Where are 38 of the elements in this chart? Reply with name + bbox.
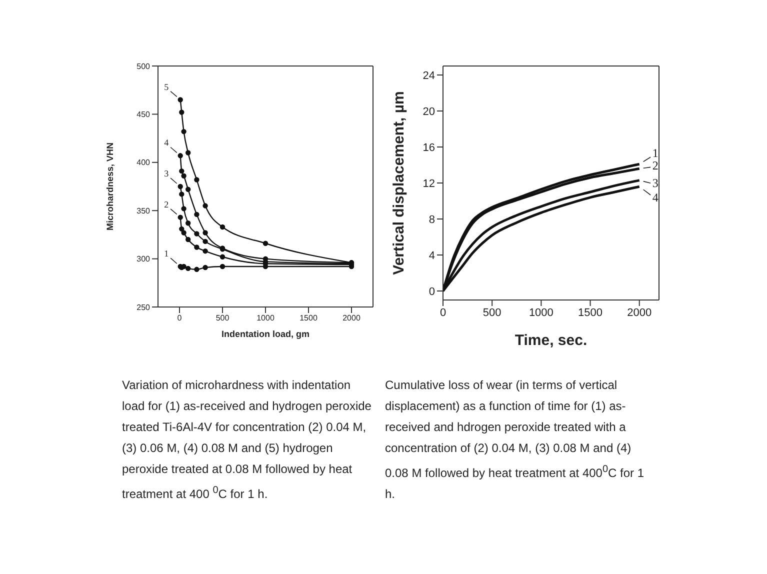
x-axis-title: Indentation load, gm — [222, 329, 310, 339]
series-label: 5 — [164, 82, 170, 92]
y-tick-label: 350 — [136, 206, 151, 216]
y-tick-label: 20 — [422, 106, 435, 118]
x-tick-label: 500 — [216, 314, 230, 323]
y-tick-label: 12 — [422, 178, 435, 190]
text: Variation of microhardness with indentation load for (1) as-received and hydrogen peroxide treated Ti-6Al-4V for concentration (2) 0.04 M, (3) 0.06 M, (4) 0.08 M and (5) hydrogen peroxide treated at 0.08 M followed by heat treatment at 400 $^{0}$C for 1 h. — [122, 377, 372, 503]
y-tick-label: 500 — [136, 62, 151, 71]
y-tick-label: 4 — [428, 250, 435, 262]
y-axis-title: Vertical displacement, µm — [390, 91, 408, 275]
text: Cumulative loss of wear (in terms of vertical displacement) as a function of time for (1) as-received and hdrogen peroxide treated with a concentration of (2) 0.04 M, (3) 0.08 M and (4) 0.08 M followed by heat treatment at 400$^{0}$C for 1 h. — [385, 378, 644, 501]
series-label: 3 — [164, 168, 170, 179]
y-tick-label: 8 — [428, 214, 435, 226]
y-axis-title: Microhardness, VHN — [105, 142, 116, 231]
series-label: 1 — [652, 146, 658, 160]
x-tick-label: 500 — [482, 306, 502, 319]
y-tick-label: 300 — [136, 254, 151, 264]
y-tick-label: 450 — [136, 110, 151, 120]
x-tick-label: 2000 — [627, 306, 652, 319]
y-tick-label: 400 — [136, 158, 151, 168]
series-label: 1 — [164, 248, 169, 259]
x-tick-label: 2000 — [342, 314, 361, 323]
x-tick-label: 1500 — [300, 314, 318, 323]
series-label: 2 — [164, 199, 169, 210]
y-tick-label: 16 — [422, 142, 435, 154]
x-tick-label: 1000 — [256, 314, 275, 323]
y-tick-label: 0 — [428, 286, 435, 298]
y-tick-label: 24 — [422, 70, 435, 82]
series-label: 4 — [652, 190, 658, 204]
series-label: 4 — [164, 138, 170, 148]
x-tick-label: 0 — [440, 306, 446, 319]
y-tick-label: 250 — [136, 302, 151, 312]
x-tick-label: 0 — [177, 314, 182, 323]
series-label: 3 — [652, 176, 658, 190]
series-label: 2 — [652, 158, 658, 172]
x-axis-title: Time, sec. — [514, 332, 588, 349]
x-tick-label: 1000 — [528, 306, 554, 319]
x-tick-label: 1500 — [578, 306, 603, 319]
